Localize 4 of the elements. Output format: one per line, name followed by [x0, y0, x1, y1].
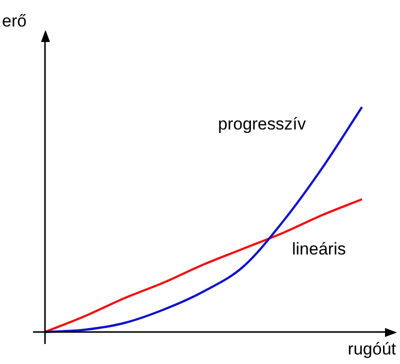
y-axis-title: erő [2, 12, 27, 31]
x-axis-title: rugóút [348, 340, 396, 359]
series-label: lineáris [292, 240, 346, 259]
series-label: progresszív [218, 114, 306, 134]
